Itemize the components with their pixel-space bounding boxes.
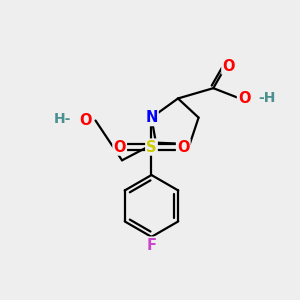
- Text: F: F: [146, 238, 157, 253]
- Text: O: O: [113, 140, 126, 154]
- Text: O: O: [222, 58, 235, 74]
- Text: S: S: [146, 140, 157, 154]
- Text: H-: H-: [54, 112, 71, 126]
- Text: O: O: [177, 140, 190, 154]
- Text: O: O: [79, 113, 92, 128]
- Text: N: N: [145, 110, 158, 125]
- Text: -H: -H: [258, 92, 275, 106]
- Text: O: O: [238, 91, 250, 106]
